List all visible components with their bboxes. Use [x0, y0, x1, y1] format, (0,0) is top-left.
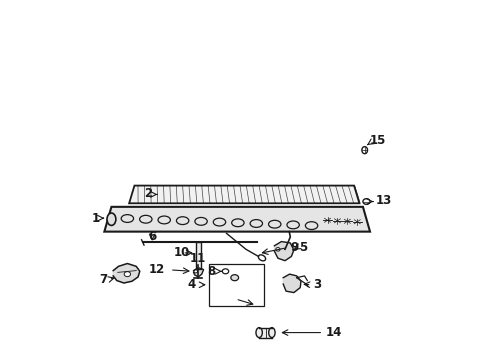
Text: 7: 7 — [99, 273, 107, 286]
Text: 1: 1 — [92, 212, 100, 225]
Ellipse shape — [268, 328, 274, 338]
Text: 2: 2 — [144, 187, 152, 200]
Text: 3: 3 — [313, 278, 321, 291]
Polygon shape — [104, 207, 369, 232]
Bar — [209, 263, 263, 306]
Text: 4: 4 — [187, 278, 196, 291]
Ellipse shape — [361, 147, 367, 154]
Text: 9: 9 — [290, 241, 298, 254]
Polygon shape — [274, 242, 293, 261]
Bar — [196, 242, 200, 269]
Bar — [258, 328, 272, 338]
Polygon shape — [193, 268, 203, 277]
Ellipse shape — [258, 255, 265, 261]
Polygon shape — [283, 274, 301, 292]
Text: 13: 13 — [375, 194, 391, 207]
Text: 12: 12 — [148, 263, 165, 276]
Ellipse shape — [124, 272, 130, 277]
Ellipse shape — [107, 213, 116, 225]
Ellipse shape — [275, 247, 279, 251]
Polygon shape — [113, 263, 139, 283]
Text: 6: 6 — [148, 231, 156, 243]
Text: 11: 11 — [190, 252, 206, 265]
Text: 8: 8 — [207, 265, 215, 278]
Ellipse shape — [194, 270, 197, 273]
Ellipse shape — [222, 225, 230, 231]
Ellipse shape — [230, 275, 238, 281]
Text: 14: 14 — [325, 326, 341, 339]
Ellipse shape — [362, 199, 369, 204]
Polygon shape — [129, 186, 359, 203]
Text: 10: 10 — [173, 246, 189, 260]
Text: 5: 5 — [299, 241, 307, 254]
Ellipse shape — [222, 269, 228, 274]
Ellipse shape — [256, 328, 262, 338]
Text: 15: 15 — [368, 134, 385, 147]
